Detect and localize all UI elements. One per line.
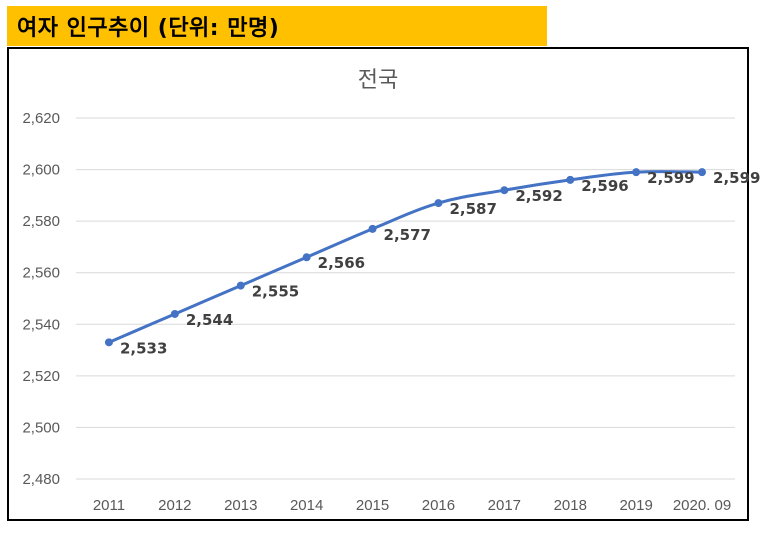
page-heading-bar: 여자 인구추이 (단위: 만명) [7, 6, 547, 46]
y-tick-label: 2,500 [22, 419, 60, 436]
y-tick-label: 2,520 [22, 368, 60, 385]
series-line [107, 170, 704, 344]
x-tick-label: 2020. 09 [673, 497, 731, 514]
chart-frame [7, 47, 749, 521]
data-label: 2,587 [449, 200, 496, 218]
x-tick-label: 2017 [488, 497, 521, 514]
data-point [236, 281, 245, 290]
data-labels: 2,533 2,544 2,555 2,566 2,577 2,587 2,592 2,596… [120, 169, 760, 357]
data-point [698, 168, 707, 177]
data-point [566, 175, 575, 184]
data-point [500, 186, 509, 195]
y-axis-ticks: 2,480 2,500 2,520 2,540 2,560 2,580 2,600 2,620 [22, 110, 60, 488]
data-label: 2,592 [515, 187, 562, 205]
y-tick-label: 2,580 [22, 213, 60, 230]
data-point [170, 309, 179, 318]
data-label: 2,599 [647, 169, 694, 187]
x-tick-label: 2015 [356, 497, 389, 514]
gridlines [76, 117, 735, 480]
chart-title: 전국 [358, 68, 398, 93]
y-tick-label: 2,480 [22, 471, 60, 488]
data-point [632, 168, 641, 177]
data-label: 2,599 [713, 169, 760, 187]
data-point [434, 199, 443, 208]
data-point [302, 253, 311, 262]
y-tick-label: 2,560 [22, 265, 60, 282]
x-tick-label: 2011 [93, 497, 125, 514]
x-tick-label: 2018 [554, 497, 587, 514]
data-label: 2,544 [186, 311, 233, 329]
page-heading: 여자 인구추이 (단위: 만명) [17, 16, 280, 41]
x-axis-ticks: 2011 2012 2013 2014 2015 2016 2017 2018 2019 2020… [93, 497, 731, 514]
data-points [104, 168, 707, 347]
y-tick-label: 2,620 [22, 110, 60, 127]
data-point [368, 224, 377, 233]
x-tick-label: 2013 [224, 497, 257, 514]
data-label: 2,577 [384, 226, 431, 244]
x-tick-label: 2014 [290, 497, 323, 514]
y-tick-label: 2,540 [22, 316, 60, 333]
data-label: 2,533 [120, 339, 167, 357]
data-label: 2,555 [252, 283, 299, 301]
series-layer [107, 170, 704, 344]
x-tick-label: 2016 [422, 497, 455, 514]
data-point [104, 338, 113, 347]
data-label: 2,566 [318, 254, 365, 272]
y-tick-label: 2,600 [22, 162, 60, 179]
x-tick-label: 2019 [619, 497, 652, 514]
x-tick-label: 2012 [158, 497, 191, 514]
data-label: 2,596 [581, 177, 628, 195]
